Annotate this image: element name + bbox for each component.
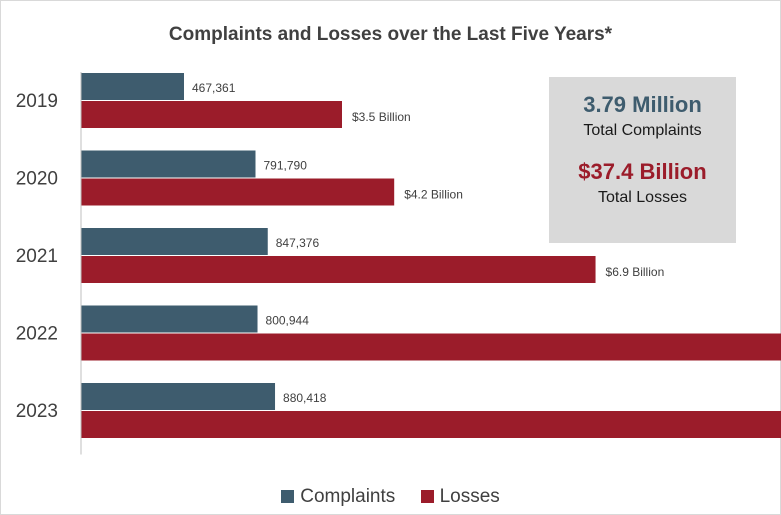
legend-item-complaints: Complaints (281, 486, 395, 508)
bar-losses-2019 (81, 101, 342, 128)
bar-complaints-2023 (81, 383, 276, 410)
data-label-complaints-2019: 467,361 (192, 81, 236, 95)
chart-legend: Complaints Losses (0, 486, 781, 508)
bar-losses-2021 (81, 256, 596, 283)
legend-swatch-losses (420, 490, 434, 503)
total-losses-label: Total Losses (598, 189, 687, 206)
data-label-complaints-2022: 800,944 (266, 314, 310, 328)
category-label-2023: 2023 (16, 401, 58, 422)
data-label-losses-2020: $4.2 Billion (404, 188, 463, 202)
data-label-losses-2019: $3.5 Billion (352, 110, 411, 124)
category-label-2021: 2021 (16, 246, 58, 267)
category-label-2020: 2020 (16, 169, 58, 190)
total-complaints-label: Total Complaints (583, 122, 702, 139)
bar-complaints-2020 (81, 150, 256, 178)
bar-losses-2022 (81, 333, 781, 361)
bar-complaints-2019 (81, 73, 184, 100)
total-losses-value: $37.4 Billion (578, 159, 707, 184)
bar-complaints-2022 (81, 305, 258, 333)
data-label-complaints-2023: 880,418 (283, 391, 327, 405)
legend-swatch-complaints (281, 490, 295, 503)
legend-label-losses: Losses (439, 486, 500, 507)
bar-complaints-2021 (81, 228, 268, 255)
summary-box: 3.79 Million Total Complaints $37.4 Bill… (549, 77, 736, 243)
bar-losses-2023 (81, 411, 781, 438)
chart-title: Complaints and Losses over the Last Five… (168, 24, 613, 45)
category-label-2019: 2019 (16, 91, 58, 112)
data-label-complaints-2020: 791,790 (263, 159, 307, 173)
data-label-losses-2021: $6.9 Billion (606, 265, 665, 279)
bar-losses-2020 (81, 178, 395, 206)
category-label-2022: 2022 (16, 324, 58, 345)
legend-item-losses: Losses (420, 486, 500, 508)
data-label-complaints-2021: 847,376 (276, 236, 320, 250)
legend-label-complaints: Complaints (300, 486, 396, 507)
total-complaints-value: 3.79 Million (583, 92, 702, 117)
